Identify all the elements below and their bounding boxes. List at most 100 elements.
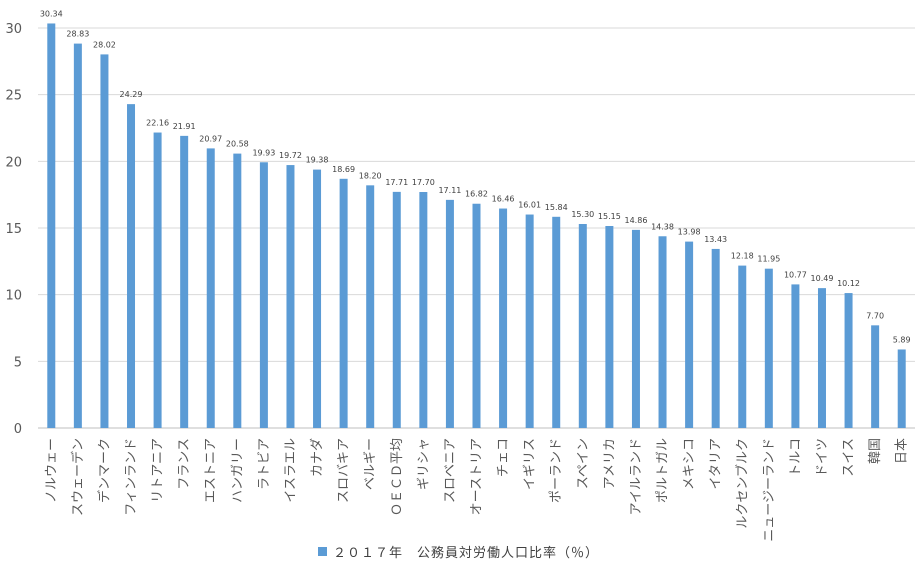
legend-swatch — [318, 546, 327, 556]
y-tick-label: 0 — [14, 422, 22, 437]
x-tick-label: スロバキア — [337, 438, 352, 503]
x-tick-label: ＯＥＣＤ平均 — [390, 438, 405, 516]
data-label: 18.20 — [359, 171, 382, 180]
bar — [605, 226, 614, 428]
data-label: 28.02 — [93, 40, 116, 49]
x-tick-label: ルクセンブルク — [734, 438, 750, 529]
bar — [658, 236, 667, 428]
x-tick-label: デンマーク — [96, 438, 112, 503]
y-tick-label: 25 — [5, 89, 22, 104]
x-tick-label: チェコ — [496, 438, 511, 477]
x-tick-label: オーストリア — [470, 438, 485, 515]
data-label: 20.58 — [226, 140, 249, 149]
data-label: 19.72 — [279, 151, 302, 160]
x-tick-label: メキシコ — [682, 438, 697, 490]
bar — [47, 23, 56, 428]
x-tick-label: アメリカ — [602, 438, 617, 489]
x-tick-label: ベルギー — [363, 438, 378, 490]
x-tick-label: ギリシャ — [416, 438, 431, 490]
data-label: 5.89 — [893, 335, 911, 344]
data-label: 16.82 — [465, 190, 488, 199]
x-tick-label: スロベニア — [443, 438, 458, 503]
data-label: 19.38 — [306, 156, 329, 165]
bar — [871, 325, 880, 428]
x-tick-label: ハンガリー — [230, 438, 245, 503]
data-label: 10.49 — [811, 274, 834, 283]
x-tick-label: スウェーデン — [70, 438, 86, 516]
data-label: 19.93 — [252, 148, 275, 157]
bar — [791, 284, 800, 428]
bar — [897, 349, 906, 428]
data-label: 17.71 — [385, 178, 408, 187]
x-tick-label: イタリア — [709, 438, 724, 489]
y-axis-tick-labels: 0 5 10 15 20 25 30 — [5, 22, 22, 437]
x-tick-label: イスラエル — [283, 438, 298, 503]
y-tick-label: 15 — [5, 222, 22, 237]
y-tick-label: 30 — [5, 22, 22, 37]
bar — [419, 192, 428, 428]
bar — [552, 216, 561, 428]
data-label: 13.43 — [704, 235, 727, 244]
data-label: 20.97 — [199, 134, 222, 143]
bar — [392, 191, 401, 428]
y-tick-label: 20 — [5, 155, 22, 170]
bar — [339, 178, 348, 428]
bar — [578, 224, 587, 428]
bar — [738, 265, 747, 428]
bar — [685, 241, 694, 428]
bar — [711, 248, 720, 428]
data-label: 12.18 — [731, 252, 754, 261]
data-label: 15.84 — [545, 203, 568, 212]
data-label: 15.15 — [598, 212, 621, 221]
bar — [180, 135, 189, 428]
data-label: 10.12 — [837, 279, 860, 288]
x-tick-label: ニュージーランド — [762, 438, 777, 542]
data-label: 13.98 — [678, 228, 701, 237]
data-label: 30.34 — [40, 9, 63, 18]
data-label: 14.86 — [625, 216, 648, 225]
data-label: 18.69 — [332, 165, 355, 174]
x-tick-label: フランス — [177, 438, 192, 490]
data-label: 17.70 — [412, 178, 435, 187]
x-tick-label: ドイツ — [815, 438, 830, 477]
bar — [127, 104, 136, 428]
x-tick-label: フィンランド — [124, 438, 139, 516]
bar — [206, 148, 215, 428]
bar — [631, 229, 640, 428]
bars — [47, 23, 906, 429]
x-tick-label: ポルトガル — [656, 438, 671, 503]
bar — [259, 162, 268, 428]
y-tick-label: 10 — [5, 289, 22, 304]
bar — [445, 199, 454, 428]
x-tick-label: カナダ — [310, 438, 325, 477]
data-label: 14.38 — [651, 222, 674, 231]
bar — [100, 54, 109, 429]
data-label: 28.83 — [66, 30, 89, 39]
x-tick-label: スペイン — [576, 438, 591, 489]
x-tick-label: ポーランド — [549, 438, 564, 503]
x-tick-label: アイルランド — [629, 438, 644, 515]
bar — [764, 268, 773, 428]
data-label: 24.29 — [120, 90, 143, 99]
x-tick-label: 韓国 — [868, 438, 883, 464]
bar — [499, 208, 508, 428]
x-tick-label: ラトビア — [257, 438, 272, 490]
x-tick-label: スイス — [842, 438, 857, 477]
bar — [153, 132, 162, 429]
x-tick-label: イギリス — [523, 438, 538, 490]
bar — [313, 169, 322, 428]
data-label: 7.70 — [866, 311, 884, 320]
x-tick-label: リトアニア — [151, 438, 166, 503]
bar — [233, 153, 242, 428]
bar — [286, 165, 295, 429]
data-label: 16.01 — [518, 201, 541, 210]
bar — [366, 185, 375, 428]
x-tick-label: エストニア — [204, 438, 219, 503]
x-axis-tick-labels: ノルウェー スウェーデン デンマーク フィンランド リトアニア フランス エストニア ハンガリ… — [44, 438, 909, 542]
data-label: 17.11 — [438, 186, 461, 195]
x-tick-label: 日本 — [895, 438, 910, 464]
bar — [525, 214, 534, 428]
bar — [472, 203, 481, 428]
